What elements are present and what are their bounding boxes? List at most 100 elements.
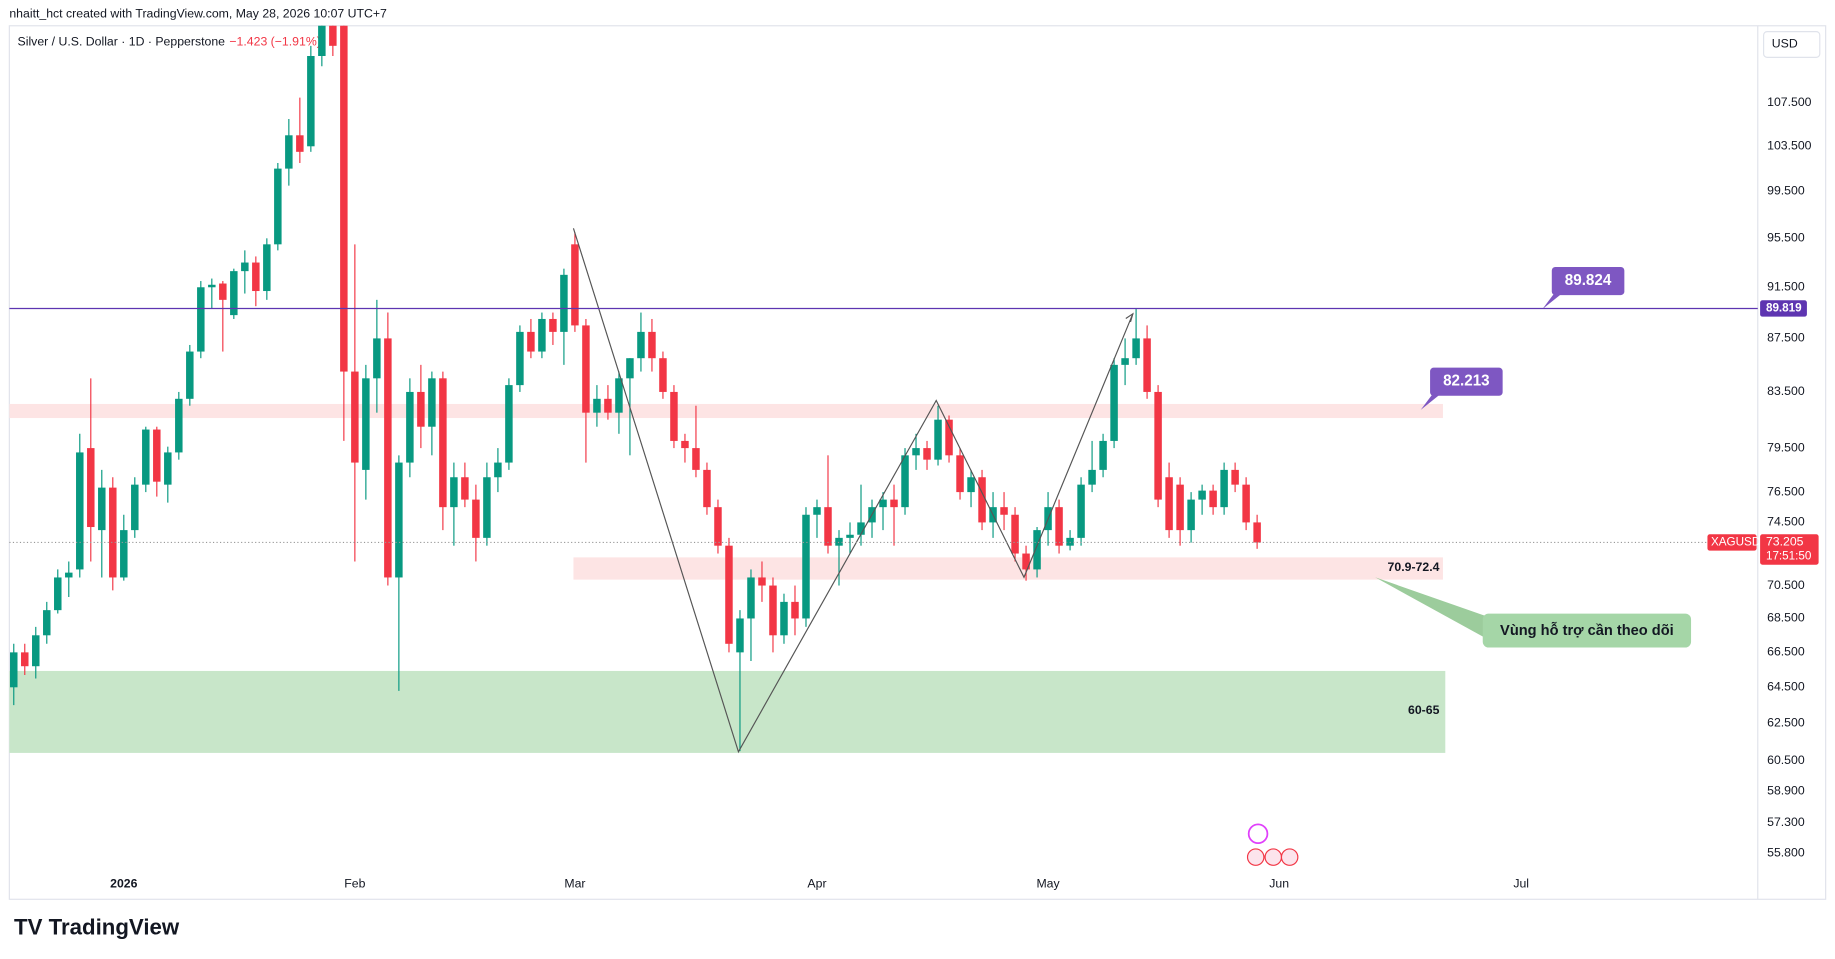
candle-body <box>780 601 788 636</box>
candle-body <box>406 391 414 463</box>
x-tick-label: Mar <box>564 876 585 890</box>
candle-body <box>164 452 172 485</box>
candle-body <box>351 371 359 463</box>
y-tick-label: 57.300 <box>1767 815 1805 829</box>
candle-body <box>21 652 29 667</box>
candle-body <box>582 325 590 413</box>
candle-body <box>945 419 953 456</box>
y-tick-label: 95.500 <box>1767 231 1805 245</box>
candle-body <box>208 284 216 288</box>
candle-body <box>87 448 95 528</box>
change: −1.423 (−1.91%) <box>229 34 320 48</box>
candle-body <box>428 378 436 427</box>
candle-body <box>318 25 326 57</box>
candle-body <box>109 487 117 578</box>
candle-body <box>1143 338 1151 392</box>
candle-body <box>175 398 183 453</box>
y-tick-label: 91.500 <box>1767 280 1805 294</box>
y-tick-label: 66.500 <box>1767 645 1805 659</box>
y-tick-label: 107.500 <box>1767 95 1812 109</box>
candle-body <box>791 601 799 619</box>
candle-body <box>472 499 480 538</box>
x-tick-label: Apr <box>807 876 826 890</box>
candle-body <box>1066 537 1074 546</box>
y-tick-label: 79.500 <box>1767 440 1805 454</box>
arrow-head <box>1125 312 1134 323</box>
support-label: 60-65 <box>1408 703 1440 717</box>
candle-body <box>1099 440 1107 470</box>
candle-body <box>274 168 282 245</box>
candle-body <box>1022 553 1030 570</box>
candle-body <box>736 618 744 653</box>
candle-body <box>857 522 865 535</box>
zone-label: 70.9-72.4 <box>1388 560 1440 574</box>
y-tick-label: 99.500 <box>1767 184 1805 198</box>
currency-box <box>1763 31 1821 58</box>
countdown: 17:51:50 <box>1766 550 1812 563</box>
y-tick-label: 64.500 <box>1767 680 1805 694</box>
candle-body <box>527 331 535 352</box>
candle-body <box>1209 490 1217 508</box>
y-tick-label: 55.800 <box>1767 845 1805 859</box>
candle-body <box>340 25 348 372</box>
y-tick-label: 76.500 <box>1767 484 1805 498</box>
plot <box>10 25 1261 752</box>
candle-body <box>296 135 304 152</box>
candle-body <box>285 135 293 169</box>
candle-body <box>439 378 447 508</box>
candle-body <box>1132 338 1140 359</box>
candle-body <box>461 477 469 500</box>
candle-body <box>615 378 623 413</box>
candle-body <box>450 477 458 508</box>
candle-body <box>956 455 964 493</box>
candle-body <box>329 25 337 46</box>
candle-body <box>538 318 546 352</box>
frame <box>8 25 1827 900</box>
candle-body <box>98 487 106 531</box>
candle-body <box>263 244 271 292</box>
candle-body <box>1198 490 1206 500</box>
resistance-zone <box>9 403 1443 419</box>
candle-body <box>494 462 502 478</box>
candle-body <box>10 652 18 688</box>
candle-body <box>648 331 656 359</box>
candle-body <box>43 610 51 636</box>
candle-body <box>54 577 62 611</box>
candle-body <box>835 537 843 546</box>
candle-body <box>384 338 392 578</box>
candle-body <box>879 499 887 508</box>
candle-body <box>1242 484 1250 523</box>
candle-body <box>1220 469 1228 508</box>
candle-body <box>307 56 315 147</box>
zigzag <box>572 228 1134 754</box>
candle-body <box>681 440 689 449</box>
brand: TV TradingView <box>14 914 180 939</box>
candle-body <box>560 274 568 332</box>
x-tick-label: 2026 <box>110 876 137 890</box>
candle-body <box>692 448 700 470</box>
candle-body <box>549 318 557 332</box>
candle-body <box>197 287 205 352</box>
brand-name: TradingView <box>49 914 180 939</box>
event-icon[interactable] <box>1264 848 1283 866</box>
watch-zone <box>573 557 1443 580</box>
note-box <box>1482 613 1692 648</box>
event-icon[interactable] <box>1246 848 1265 866</box>
candle-body <box>1154 391 1162 500</box>
event-icon[interactable] <box>1280 848 1299 866</box>
candle-body <box>769 585 777 636</box>
event-icon[interactable] <box>1247 823 1269 844</box>
y-tick-label: 103.500 <box>1767 139 1812 153</box>
candle-body <box>362 378 370 470</box>
candle-body <box>934 419 942 460</box>
candle-body <box>32 635 40 667</box>
candle-body <box>890 499 898 508</box>
candle-body <box>65 572 73 578</box>
candle-body <box>219 283 227 300</box>
x-tick-label: Feb <box>344 876 365 890</box>
price-label-box <box>1760 300 1807 317</box>
candle-body <box>142 429 150 485</box>
candle-body <box>1088 469 1096 485</box>
candle-body <box>1253 522 1261 543</box>
